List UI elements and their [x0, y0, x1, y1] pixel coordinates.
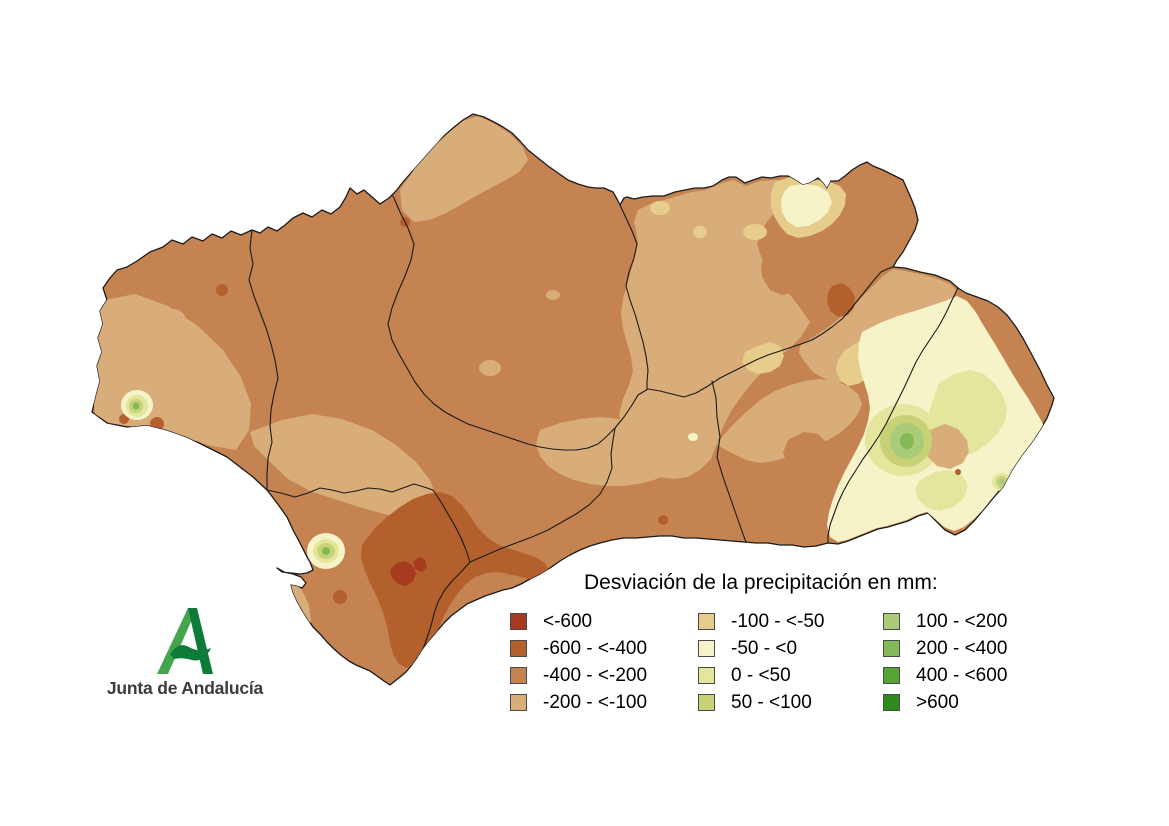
legend-item: -50 - <0 — [698, 635, 883, 662]
legend-swatch — [698, 667, 715, 684]
legend-swatch — [510, 640, 527, 657]
legend-title: Desviación de la precipitación en mm: — [584, 571, 938, 594]
legend-item: 200 - <400 — [883, 635, 1033, 662]
legend-item: 50 - <100 — [698, 689, 883, 716]
legend-label: 100 - <200 — [916, 610, 1008, 632]
legend-swatch — [883, 640, 900, 657]
legend-swatch — [510, 694, 527, 711]
legend-label: -600 - <-400 — [543, 637, 648, 659]
legend-swatch — [883, 694, 900, 711]
legend-item: -600 - <-400 — [510, 635, 698, 662]
junta-logo-text: Junta de Andalucía — [106, 678, 264, 698]
legend-label: >600 — [916, 691, 959, 713]
legend-swatch — [883, 667, 900, 684]
legend-label: 50 - <100 — [731, 691, 812, 713]
legend-swatch — [698, 694, 715, 711]
legend-swatch — [698, 613, 715, 630]
junta-logo: Junta de Andalucía — [103, 608, 267, 699]
legend-item: 0 - <50 — [698, 662, 883, 689]
legend-item: -400 - <-200 — [510, 662, 698, 689]
legend-item: -100 - <-50 — [698, 608, 883, 635]
legend-label: 400 - <600 — [916, 664, 1008, 686]
junta-a-icon — [157, 608, 213, 674]
legend-label: 200 - <400 — [916, 637, 1008, 659]
legend-swatch — [698, 640, 715, 657]
legend-label: -50 - <0 — [731, 637, 798, 659]
legend-label: -100 - <-50 — [731, 610, 825, 632]
legend-item: -200 - <-100 — [510, 689, 698, 716]
legend-item: <-600 — [510, 608, 698, 635]
legend-label: -400 - <-200 — [543, 664, 648, 686]
legend-item: 400 - <600 — [883, 662, 1033, 689]
province-borders — [248, 195, 959, 661]
legend-swatch — [883, 613, 900, 630]
legend-item: 100 - <200 — [883, 608, 1033, 635]
map-legend: Desviación de la precipitación en mm: <-… — [510, 572, 1070, 716]
legend-label: 0 - <50 — [731, 664, 791, 686]
legend-label: -200 - <-100 — [543, 691, 648, 713]
legend-grid: <-600 -600 - <-400 -400 - <-200 -200 - <… — [510, 608, 1070, 716]
legend-item: >600 — [883, 689, 1033, 716]
legend-swatch — [510, 613, 527, 630]
legend-swatch — [510, 667, 527, 684]
legend-label: <-600 — [543, 610, 593, 632]
